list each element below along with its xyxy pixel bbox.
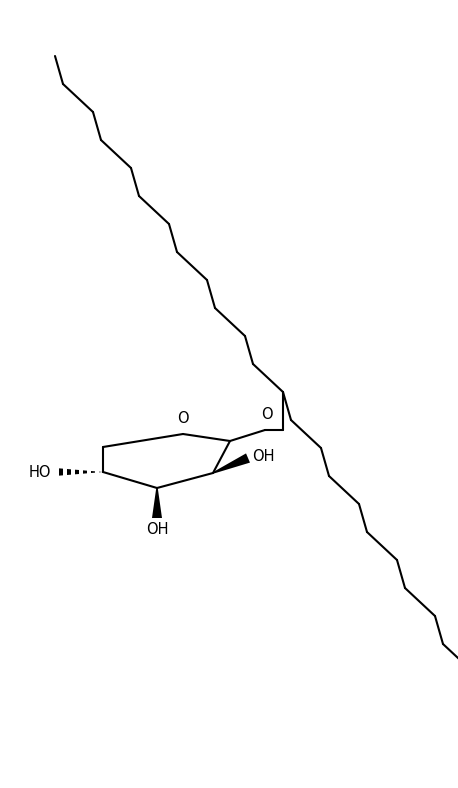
Polygon shape [67,469,71,475]
Text: OH: OH [252,448,274,463]
Text: O: O [177,411,189,426]
Polygon shape [83,470,87,474]
Polygon shape [59,468,63,476]
Polygon shape [152,488,162,518]
Polygon shape [75,470,79,474]
Text: HO: HO [28,464,51,480]
Polygon shape [91,471,95,473]
Text: O: O [261,407,273,422]
Polygon shape [213,453,250,474]
Text: OH: OH [146,522,168,537]
